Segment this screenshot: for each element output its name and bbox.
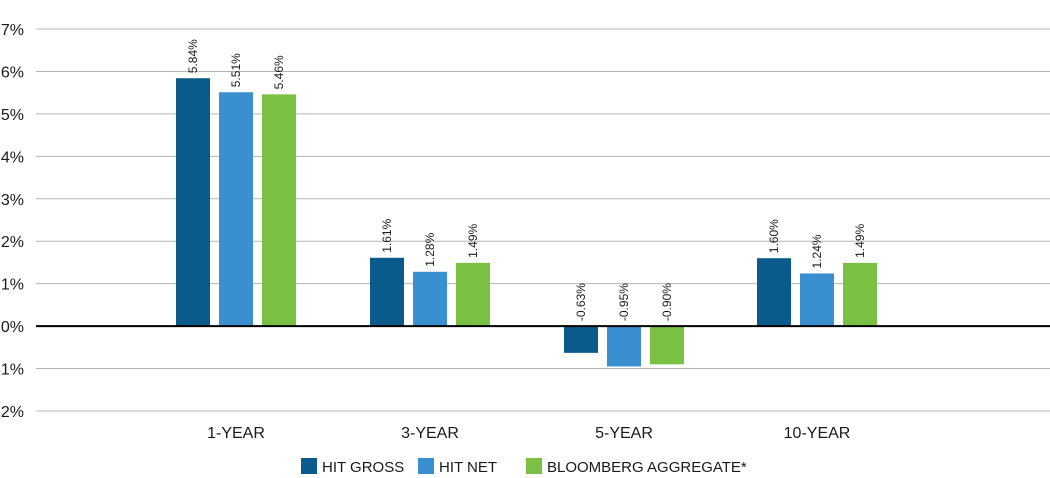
bar-bloomberg-aggregate-5-year <box>650 326 684 365</box>
data-label: 1.28% <box>423 232 437 266</box>
y-tick-label: -2% <box>0 404 24 421</box>
x-axis-category-labels: 1-YEAR 3-YEAR 5-YEAR 10-YEAR <box>207 425 850 442</box>
bar-hit-net-5-year <box>607 326 641 367</box>
y-tick-label: 2% <box>1 234 24 251</box>
legend-swatch <box>418 458 434 474</box>
data-label: 1.24% <box>810 234 824 268</box>
y-tick-label: -1% <box>0 362 24 379</box>
data-label: -0.95% <box>617 283 631 321</box>
legend: HIT GROSS HIT NET BLOOMBERG AGGREGATE* <box>301 458 747 476</box>
data-label: 1.61% <box>380 218 394 252</box>
bars: 5.84% 5.51% 5.46% 1.61% 1.28% 1.49% -0.63% -0.9… <box>176 39 877 367</box>
bar-hit-net-3-year <box>413 271 447 327</box>
data-label: 5.46% <box>272 55 286 89</box>
y-tick-label: 1% <box>1 277 24 294</box>
x-category-label: 5-YEAR <box>595 425 653 442</box>
x-category-label: 1-YEAR <box>207 425 265 442</box>
bar-hit-net-1-year <box>219 92 253 327</box>
bar-hit-gross-1-year <box>176 78 210 327</box>
data-label: 1.49% <box>466 224 480 258</box>
bar-bloomberg-aggregate-10-year <box>843 262 877 327</box>
y-tick-label: 4% <box>1 149 24 166</box>
legend-swatch <box>526 458 542 474</box>
x-category-label: 10-YEAR <box>784 425 851 442</box>
bar-bloomberg-aggregate-1-year <box>262 94 296 327</box>
legend-label: HIT NET <box>439 459 497 476</box>
legend-label: HIT GROSS <box>322 459 404 476</box>
y-tick-label: 7% <box>1 22 24 39</box>
bar-bloomberg-aggregate-3-year <box>456 262 490 327</box>
data-label: 5.84% <box>186 39 200 73</box>
bar-hit-gross-5-year <box>564 326 598 353</box>
y-tick-label: 5% <box>1 107 24 124</box>
data-label: -0.90% <box>660 283 674 321</box>
y-axis-tick-labels: -2% -1% 0% 1% 2% 3% 4% 5% 6% 7% <box>0 22 24 421</box>
y-tick-label: 0% <box>1 319 24 336</box>
x-category-label: 3-YEAR <box>401 425 459 442</box>
data-label: -0.63% <box>574 283 588 321</box>
data-label: 1.60% <box>767 219 781 253</box>
legend-swatch <box>301 458 317 474</box>
y-tick-label: 3% <box>1 192 24 209</box>
data-label: 1.49% <box>853 224 867 258</box>
y-tick-label: 6% <box>1 64 24 81</box>
bar-hit-gross-10-year <box>757 258 791 327</box>
data-label: 5.51% <box>229 53 243 87</box>
bar-hit-net-10-year <box>800 273 834 327</box>
bar-hit-gross-3-year <box>370 257 404 327</box>
legend-label: BLOOMBERG AGGREGATE* <box>547 459 747 476</box>
